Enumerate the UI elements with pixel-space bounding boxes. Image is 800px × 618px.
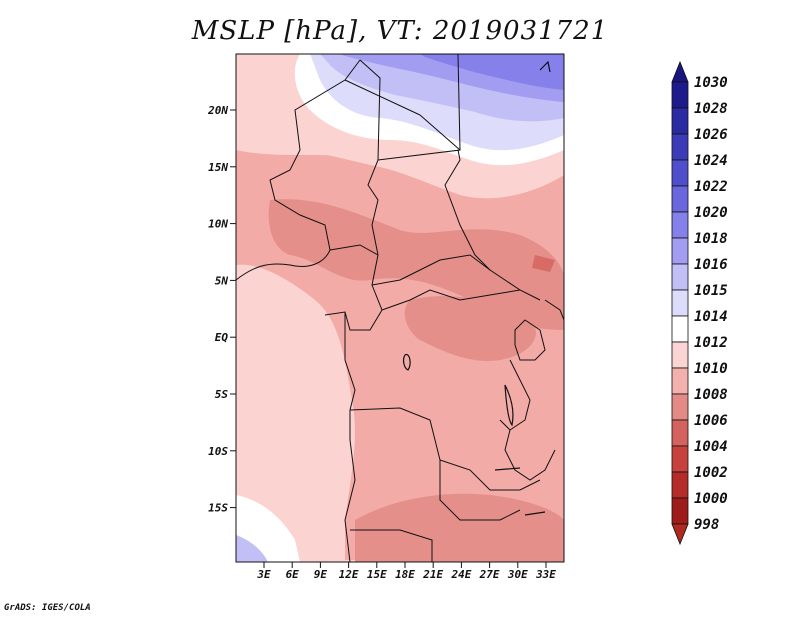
- colorbar-segment: [671, 211, 689, 239]
- lon-tick-label: 12E: [339, 568, 359, 581]
- lon-tick-label: 24E: [450, 568, 471, 581]
- colorbar-level-label: 1015: [694, 283, 728, 299]
- lat-tick-label: 5N: [215, 274, 229, 287]
- pressure-contour-1006: [532, 255, 555, 272]
- lon-tick-label: 9E: [314, 568, 328, 581]
- map-plot-area: [236, 54, 564, 562]
- lon-tick-label: 3E: [256, 568, 271, 581]
- pressure-contour-1020: [420, 54, 564, 90]
- lon-tick-label: 30E: [507, 568, 528, 581]
- colorbar-level-label: 1026: [694, 127, 728, 143]
- colorbar-segment: [671, 367, 689, 395]
- map-frame: [235, 53, 565, 563]
- colorbar-level-label: 1002: [694, 465, 728, 481]
- longitude-axis: 3E 6E 9E 12E 15E 18E 21E 24E 27E 30E 33E: [256, 562, 556, 581]
- colorbar-level-label: 998: [694, 517, 719, 533]
- lat-tick-label: 15N: [208, 161, 228, 174]
- colorbar-segment: [671, 341, 689, 369]
- colorbar: 1030 1028 1026 1024 1022 1020 1018 1016 1015 1014…: [671, 60, 728, 546]
- colorbar-segment: [671, 237, 689, 265]
- colorbar-bottom-arrow: [671, 523, 689, 546]
- lon-tick-label: 15E: [367, 568, 387, 581]
- colorbar-level-label: 1014: [694, 309, 728, 325]
- colorbar-segment: [671, 419, 689, 447]
- colorbar-level-label: 1010: [694, 361, 728, 377]
- colorbar-segment: [671, 133, 689, 161]
- colorbar-segment: [671, 471, 689, 499]
- colorbar-segment: [671, 107, 689, 135]
- pressure-contour-1012-atlantic: [236, 264, 355, 562]
- colorbar-level-label: 1008: [694, 387, 728, 403]
- grads-credit: GrADS: IGES/COLA: [4, 603, 91, 613]
- lon-tick-label: 18E: [395, 568, 415, 581]
- colorbar-top-arrow: [671, 60, 689, 83]
- colorbar-level-label: 1006: [694, 413, 728, 429]
- colorbar-segment: [671, 159, 689, 187]
- colorbar-segment: [671, 497, 689, 525]
- colorbar-segment: [671, 315, 689, 343]
- map-title: MSLP [hPa], VT: 2019031721: [191, 16, 609, 46]
- colorbar-level-label: 1024: [694, 153, 728, 169]
- colorbar-level-label: 1004: [694, 439, 728, 455]
- lon-tick-label: 27E: [479, 568, 500, 581]
- pressure-contour-1016-southwest: [236, 535, 268, 562]
- colorbar-level-label: 1030: [694, 75, 728, 91]
- lat-tick-label: 20N: [207, 104, 228, 117]
- colorbar-segment: [671, 81, 689, 109]
- lon-tick-label: 33E: [535, 568, 556, 581]
- colorbar-level-label: 1028: [694, 101, 728, 117]
- lat-tick-label: 10S: [208, 445, 228, 458]
- colorbar-segment: [671, 445, 689, 473]
- lakes: [402, 60, 551, 516]
- colorbar-level-label: 1020: [694, 205, 728, 221]
- colorbar-segment: [671, 289, 689, 317]
- lat-tick-label: EQ: [215, 331, 229, 344]
- colorbar-segment: [671, 263, 689, 291]
- country-borders: [236, 54, 564, 562]
- lat-tick-label: 5S: [215, 388, 229, 401]
- pressure-contour-1008-south: [355, 493, 564, 562]
- colorbar-segment: [671, 393, 689, 421]
- colorbar-level-label: 1016: [694, 257, 728, 273]
- colorbar-level-label: 1012: [694, 335, 728, 351]
- colorbar-level-label: 1018: [694, 231, 728, 247]
- latitude-axis: 20N 15N 10N 5N EQ 5S 10S 15S: [207, 104, 236, 515]
- lon-tick-label: 21E: [422, 568, 443, 581]
- colorbar-segment: [671, 185, 689, 213]
- lat-tick-label: 15S: [208, 502, 228, 515]
- lon-tick-label: 6E: [286, 568, 300, 581]
- colorbar-level-label: 1000: [694, 491, 728, 507]
- pressure-contour-1008-congo: [404, 296, 536, 361]
- colorbar-level-label: 1022: [694, 179, 728, 195]
- pressure-contour-1008-sahel: [268, 199, 564, 330]
- lat-tick-label: 10N: [208, 218, 228, 231]
